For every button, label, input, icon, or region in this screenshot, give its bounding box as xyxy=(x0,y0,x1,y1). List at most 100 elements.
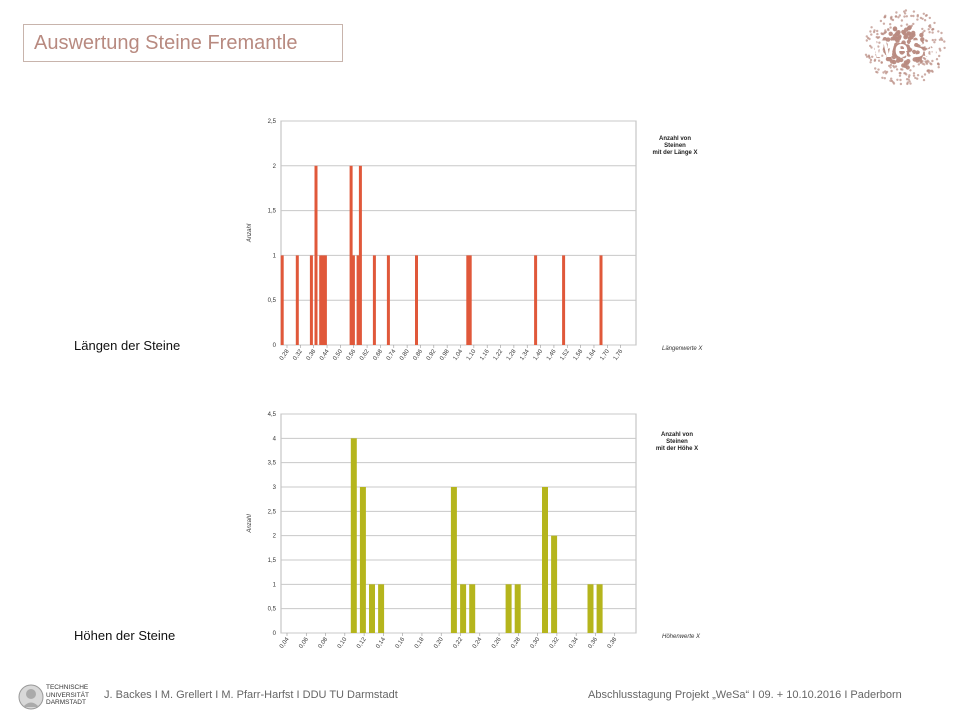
x-tick-label: 0,22 xyxy=(453,636,465,650)
x-tick-label: 0,56 xyxy=(346,348,358,362)
x-tick-label: 0,32 xyxy=(549,636,561,650)
university-line: UNIVERSITÄT xyxy=(46,691,89,699)
bar xyxy=(460,584,467,633)
bar xyxy=(319,255,323,345)
x-tick-label: 1,34 xyxy=(519,348,531,362)
bar xyxy=(350,438,357,633)
y-tick-label: 1 xyxy=(273,582,277,588)
bar xyxy=(466,255,470,345)
x-tick-label: 0,14 xyxy=(375,636,387,650)
bar xyxy=(505,584,512,633)
university-name: TECHNISCHE UNIVERSITÄT DARMSTADT xyxy=(46,684,96,707)
bar xyxy=(587,584,594,633)
university-line: TECHNISCHE xyxy=(46,684,89,691)
y-tick-label: 3,5 xyxy=(268,461,277,467)
y-tick-label: 1 xyxy=(273,253,277,259)
x-tick-label: 0,92 xyxy=(426,348,438,362)
bar xyxy=(280,255,284,345)
bar xyxy=(562,255,566,345)
bar xyxy=(599,255,603,345)
bar xyxy=(386,255,390,345)
bar xyxy=(372,255,376,345)
x-axis-label: Längenwerte X xyxy=(662,346,703,352)
x-tick-label: 0,44 xyxy=(319,348,331,362)
x-tick-label: 0,38 xyxy=(306,348,318,362)
x-tick-label: 1,10 xyxy=(466,348,478,362)
heights-label: Höhen der Steine xyxy=(74,628,176,643)
x-tick-label: 0,36 xyxy=(587,636,599,650)
x-tick-label: 0,08 xyxy=(318,636,330,650)
x-tick-label: 0,34 xyxy=(568,636,580,650)
bar xyxy=(358,165,362,345)
x-tick-label: 0,38 xyxy=(607,636,619,650)
x-tick-label: 1,70 xyxy=(599,348,611,362)
page-title: Auswertung Steine Fremantle xyxy=(34,32,298,54)
x-tick-label: 0,74 xyxy=(386,348,398,362)
legend-label: Steinen xyxy=(664,143,686,149)
legend-label: Anzahl von xyxy=(659,136,691,142)
x-tick-label: 0,06 xyxy=(298,636,310,650)
x-tick-label: 0,24 xyxy=(472,636,484,650)
footer-authors: J. Backes I M. Grellert I M. Pfarr-Harfs… xyxy=(104,689,398,701)
legend-label: mit der Höhe X xyxy=(656,446,698,452)
y-tick-label: 0 xyxy=(273,343,277,349)
x-tick-label: 1,16 xyxy=(479,348,491,362)
bar xyxy=(596,584,603,633)
x-axis-label: Höhenwerte X xyxy=(662,634,701,640)
university-line: DARMSTADT xyxy=(46,699,86,706)
x-tick-label: 0,20 xyxy=(433,636,445,650)
bar xyxy=(534,255,538,345)
bar xyxy=(468,255,472,345)
bar xyxy=(359,487,366,633)
x-tick-label: 0,32 xyxy=(292,348,304,362)
y-tick-label: 1,5 xyxy=(268,209,277,215)
x-tick-label: 1,40 xyxy=(533,348,545,362)
y-tick-label: 4,5 xyxy=(268,412,277,418)
x-tick-label: 1,52 xyxy=(559,348,571,362)
legend-label: Steinen xyxy=(666,439,688,445)
title-box: Auswertung Steine Fremantle xyxy=(23,24,343,62)
logo-dot-pattern xyxy=(864,9,946,86)
bar xyxy=(514,584,521,633)
bar xyxy=(323,255,327,345)
bar xyxy=(349,165,353,345)
bar xyxy=(314,165,318,345)
bar xyxy=(450,487,457,633)
y-tick-label: 1,5 xyxy=(268,558,277,564)
bar xyxy=(369,584,375,633)
bar xyxy=(321,255,325,345)
bar xyxy=(551,535,558,633)
bar xyxy=(356,255,360,345)
logo-text: WeSa xyxy=(873,36,939,63)
legend-label: mit der Länge X xyxy=(652,150,697,156)
x-tick-label: 1,28 xyxy=(506,348,518,362)
x-tick-label: 1,76 xyxy=(613,348,625,362)
bar xyxy=(351,255,355,345)
y-tick-label: 3 xyxy=(273,485,277,491)
x-tick-label: 0,10 xyxy=(337,636,349,650)
bar xyxy=(469,584,476,633)
x-tick-label: 0,80 xyxy=(399,348,411,362)
y-tick-label: 0,5 xyxy=(268,298,277,304)
y-tick-label: 2 xyxy=(273,534,277,540)
x-tick-label: 0,30 xyxy=(530,636,542,650)
y-tick-label: 2,5 xyxy=(268,509,277,515)
x-tick-label: 0,16 xyxy=(395,636,407,650)
y-tick-label: 2 xyxy=(273,164,277,170)
y-tick-label: 2,5 xyxy=(268,119,277,125)
x-tick-label: 0,98 xyxy=(439,348,451,362)
x-tick-label: 0,68 xyxy=(372,348,384,362)
bar xyxy=(295,255,299,345)
plot-area xyxy=(280,413,637,634)
y-tick-label: 0,5 xyxy=(268,607,277,613)
x-tick-label: 0,86 xyxy=(412,348,424,362)
x-tick-label: 1,04 xyxy=(453,348,465,362)
x-tick-label: 0,50 xyxy=(332,348,344,362)
y-tick-label: 4 xyxy=(273,436,277,442)
x-tick-label: 0,04 xyxy=(279,636,291,650)
wesa-logo: WeSa xyxy=(864,9,946,86)
x-tick-label: 1,64 xyxy=(586,348,598,362)
plot-area xyxy=(280,120,637,346)
x-tick-label: 1,46 xyxy=(546,348,558,362)
